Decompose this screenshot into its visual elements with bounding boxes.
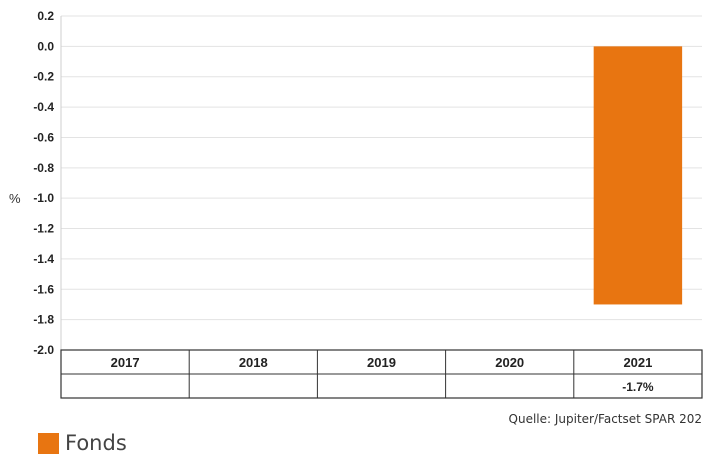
x-tick-label: 2020	[495, 355, 524, 370]
x-tick-label: 2021	[623, 355, 652, 370]
y-axis-ticks: 0.2 0.0 -0.2 -0.4 -0.6 -0.8 -1.0 -1.2 -1.4 -1.6 -1…	[33, 9, 54, 357]
chart: 0.2 0.0 -0.2 -0.4 -0.6 -0.8 -1.0 -1.2 -1.4 -1.6 -1…	[9, 9, 703, 399]
legend-label: Fonds	[65, 431, 127, 455]
source-note: Quelle: Jupiter/Factset SPAR 202	[508, 412, 702, 426]
legend: Fonds	[38, 431, 127, 455]
y-tick-label: -0.6	[33, 130, 54, 144]
y-tick-label: -1.0	[33, 191, 54, 205]
y-tick-label: -1.6	[33, 282, 54, 296]
x-tick-label: 2019	[367, 355, 396, 370]
category-table: 2017 2018 2019 2020 2021 -1.7%	[60, 349, 703, 399]
y-tick-label: -2.0	[33, 343, 54, 357]
y-tick-label: 0.2	[37, 9, 54, 23]
y-tick-label: -1.4	[33, 252, 54, 266]
bar-2021	[593, 46, 683, 305]
bars	[593, 46, 683, 305]
y-tick-label: -0.2	[33, 70, 54, 84]
y-tick-label: -1.8	[33, 313, 54, 327]
y-tick-label: 0.0	[37, 39, 54, 53]
y-tick-label: -0.4	[33, 100, 54, 114]
y-axis-label: %	[9, 191, 21, 206]
data-label: -1.7%	[622, 380, 654, 394]
y-tick-label: -0.8	[33, 161, 54, 175]
x-tick-label: 2017	[111, 355, 140, 370]
legend-swatch	[38, 432, 59, 454]
x-tick-label: 2018	[239, 355, 268, 370]
y-tick-label: -1.2	[33, 222, 54, 236]
